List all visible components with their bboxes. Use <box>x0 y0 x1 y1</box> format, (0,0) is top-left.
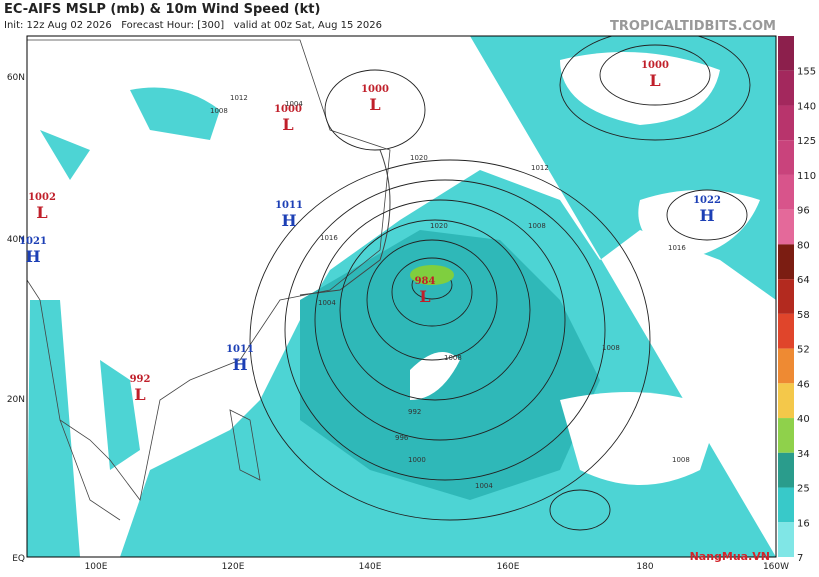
lat-label: 20N <box>7 395 25 405</box>
pressure-value: 1021 <box>19 236 47 247</box>
colorbar-label: 64 <box>797 275 810 286</box>
colorbar-swatch <box>778 174 794 210</box>
colorbar-label: 155 <box>797 67 816 78</box>
lon-label: 160W <box>763 562 789 572</box>
colorbar-swatch <box>778 313 794 349</box>
map <box>27 36 776 557</box>
pressure-value: 1002 <box>28 192 56 203</box>
isobar-label: 1008 <box>444 354 462 362</box>
colorbar-swatch <box>778 244 794 280</box>
colorbar-label: 140 <box>797 101 816 112</box>
lon-label: 160E <box>497 562 520 572</box>
lon-label: 140E <box>359 562 382 572</box>
isobar-label: 992 <box>408 408 421 416</box>
isobar-label: 1004 <box>285 100 303 108</box>
pressure-center: H <box>232 355 247 374</box>
colorbar-label: 34 <box>797 449 810 460</box>
lon-label: 180 <box>636 562 653 572</box>
colorbar-swatch <box>778 105 794 141</box>
colorbar-swatch <box>778 522 794 557</box>
pressure-value: 1000 <box>274 104 302 115</box>
colorbar-label: 40 <box>797 414 810 425</box>
lat-label: 60N <box>7 73 25 83</box>
map-frame <box>26 35 777 558</box>
lat-label: EQ <box>12 554 25 564</box>
pressure-value: 1022 <box>693 195 721 206</box>
pressure-value: 1011 <box>226 344 254 355</box>
colorbar-label: 25 <box>797 484 810 495</box>
colorbar-label: 58 <box>797 310 810 321</box>
isobar-label: 1004 <box>318 299 336 307</box>
watermark: NangMua.VN <box>690 550 770 563</box>
colorbar-label: 16 <box>797 518 810 529</box>
isobar-label: 1000 <box>408 456 426 464</box>
colorbar-label: 125 <box>797 136 816 147</box>
colorbar-swatch <box>778 209 794 245</box>
isobar-label: 1008 <box>672 456 690 464</box>
brand: TROPICALTIDBITS.COM <box>610 19 776 34</box>
pressure-center: H <box>281 211 296 230</box>
colorbar-swatch <box>778 452 794 488</box>
colorbar-swatch <box>778 140 794 175</box>
isobar-label: 1012 <box>531 164 549 172</box>
colorbar-swatch <box>778 36 794 71</box>
isobar-label: 1004 <box>475 482 493 490</box>
pressure-center: L <box>134 385 145 404</box>
colorbar-label: 46 <box>797 379 810 390</box>
isobar-label: 1020 <box>430 222 448 230</box>
colorbar-label: 80 <box>797 240 810 251</box>
subtitle: Init: 12z Aug 02 2026 Forecast Hour: [30… <box>4 20 382 31</box>
isobar-label: 1008 <box>528 222 546 230</box>
isobar-label: 996 <box>395 434 409 442</box>
colorbar-label: 52 <box>797 345 810 356</box>
title: EC-AIFS MSLP (mb) & 10m Wind Speed (kt) <box>4 2 320 17</box>
colorbar-swatch <box>778 279 794 314</box>
pressure-value: 1000 <box>641 60 669 71</box>
pressure-center: L <box>369 95 380 114</box>
isobar-label: 1008 <box>602 344 620 352</box>
colorbar-label: 7 <box>797 553 803 564</box>
colorbar-swatch <box>778 348 794 384</box>
pressure-value: 1000 <box>361 84 389 95</box>
lon-label: 100E <box>85 562 108 572</box>
pressure-center: L <box>282 115 293 134</box>
colorbar-label: 96 <box>797 206 810 217</box>
colorbar-swatch <box>778 418 794 453</box>
isobar-label: 1016 <box>668 244 686 252</box>
lat-label: 40N <box>7 235 25 245</box>
lon-label: 120E <box>222 562 245 572</box>
pressure-center: L <box>649 71 660 90</box>
pressure-center: H <box>699 206 714 225</box>
pressure-value: 984 <box>415 276 436 287</box>
isobar-label: 1016 <box>320 234 338 242</box>
colorbar-label: 110 <box>797 171 816 182</box>
colorbar-swatch <box>778 487 794 523</box>
pressure-value: 1011 <box>275 200 303 211</box>
isobar-label: 1008 <box>210 107 228 115</box>
colorbar-swatch <box>778 70 794 106</box>
isobar-label: 1020 <box>410 154 428 162</box>
pressure-center: L <box>419 287 430 306</box>
colorbar-swatch <box>778 383 794 419</box>
isobar-label: 1012 <box>230 94 248 102</box>
pressure-center: L <box>36 203 47 222</box>
pressure-value: 992 <box>130 374 151 385</box>
pressure-center: H <box>25 247 40 266</box>
